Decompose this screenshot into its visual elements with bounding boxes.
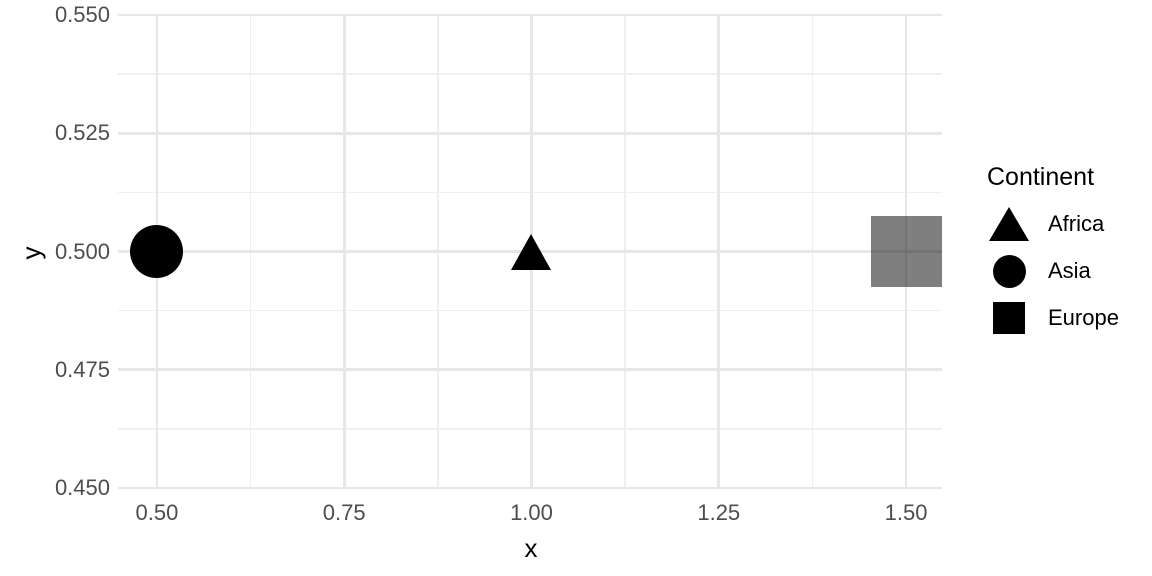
- data-point-africa: [511, 233, 552, 270]
- x-tick-label: 1.00: [510, 500, 553, 525]
- y-tick-label: 0.500: [54, 238, 110, 264]
- legend-title: Continent: [987, 163, 1095, 191]
- y-major-gridline: [118, 368, 942, 372]
- x-tick-label: 0.75: [322, 500, 366, 525]
- y-tick-label: 0.475: [54, 356, 110, 382]
- data-point-europe: [870, 216, 942, 287]
- y-minor-gridline: [118, 191, 942, 194]
- legend-key-europe-square-icon: [993, 302, 1025, 334]
- y-major-gridline: [118, 13, 942, 17]
- legend-label-africa: Africa: [1048, 211, 1105, 236]
- y-tick-label: 0.550: [54, 2, 110, 27]
- y-tick-label: 0.525: [54, 120, 110, 146]
- x-tick-label: 1.50: [884, 500, 928, 525]
- y-minor-gridline: [118, 73, 942, 75]
- y-major-gridline: [118, 486, 942, 490]
- x-axis-title: x: [524, 533, 538, 563]
- legend-key-africa-triangle-icon: [989, 207, 1029, 241]
- y-major-gridline: [118, 131, 942, 135]
- legend-label-asia: Asia: [1048, 258, 1091, 283]
- y-tick-label: 0.450: [54, 475, 110, 500]
- x-tick-label: 0.50: [135, 500, 179, 525]
- legend-key-asia-circle-icon: [992, 254, 1026, 288]
- data-point-asia: [130, 225, 184, 278]
- legend-label-europe: Europe: [1048, 305, 1119, 330]
- y-minor-gridline: [118, 428, 942, 430]
- y-minor-gridline: [118, 309, 942, 312]
- x-tick-label: 1.25: [697, 500, 741, 525]
